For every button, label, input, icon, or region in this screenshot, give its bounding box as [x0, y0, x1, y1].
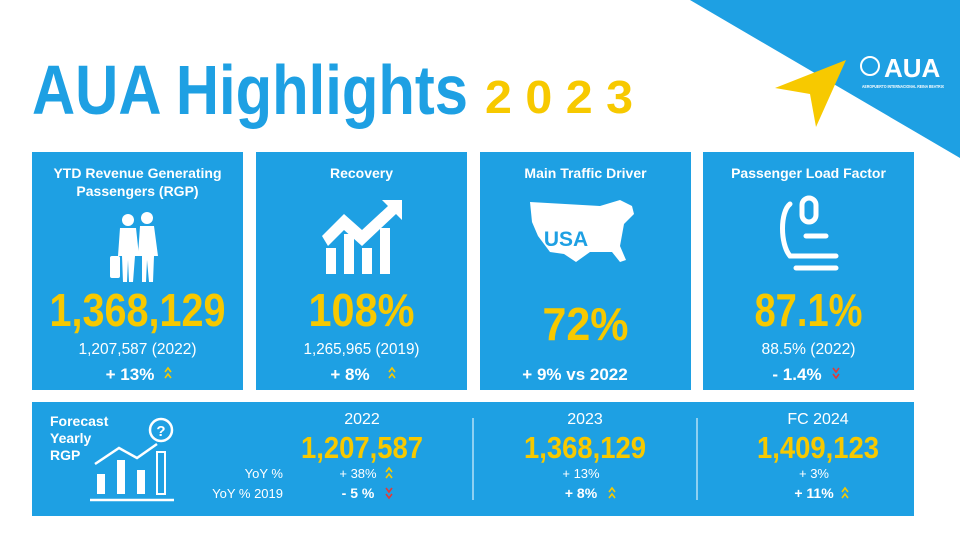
forecast-title: Forecast: [50, 413, 109, 429]
trend-down-icon: [832, 367, 840, 380]
column-value: 1,368,129: [524, 430, 646, 465]
map-label: USA: [544, 228, 588, 251]
card-bg: [32, 152, 243, 390]
couple-icon: [110, 212, 158, 282]
logo-emblem: [860, 56, 880, 76]
trend-up-icon: [164, 366, 172, 379]
card-change: - 1.4%: [772, 365, 821, 384]
card-title: YTD Revenue Generating: [53, 165, 221, 181]
card-change: + 8%: [330, 365, 369, 384]
forecast-title: Yearly: [50, 430, 91, 446]
card-comparison: 1,207,587 (2022): [79, 341, 197, 358]
column-yoy: + 3%: [799, 466, 829, 481]
svg-text:?: ?: [156, 423, 165, 440]
card: YTD Revenue Generating Passengers (RGP) …: [32, 152, 243, 390]
card-bg: [256, 152, 467, 390]
logo: AUA AEROPUERTO INTERNACIONAL REINA BEATR…: [860, 53, 944, 89]
card-change: + 9% vs 2022: [522, 365, 627, 384]
card-bg: [480, 152, 691, 390]
card-value: 1,368,129: [50, 284, 226, 336]
card: Passenger Load Factor 87.1% 88.5% (2022)…: [703, 152, 914, 390]
trend-up-icon: [385, 466, 393, 479]
trend-up-icon: [608, 486, 616, 499]
forecast-icon: ?: [90, 417, 174, 502]
trend-down-icon: [385, 487, 393, 500]
card-title: Main Traffic Driver: [524, 165, 647, 181]
seat-icon: [780, 195, 839, 271]
card-title: Recovery: [330, 165, 393, 181]
row-label: YoY % 2019: [212, 486, 283, 501]
column-year: 2022: [344, 411, 380, 428]
column-yoy-2019: + 11%: [794, 485, 834, 501]
title-year: 2 0 2 3: [485, 71, 633, 123]
usa-map-icon: [530, 200, 634, 262]
column-value: 1,207,587: [301, 430, 423, 465]
card-change: + 13%: [106, 365, 155, 384]
card-value: 87.1%: [755, 284, 863, 336]
column-yoy: + 38%: [339, 466, 377, 481]
forecast-panel: Forecast Yearly RGP ? YoY % YoY % 2019: [32, 402, 914, 516]
row-label: YoY %: [245, 466, 284, 481]
column-yoy-2019: + 8%: [565, 485, 598, 501]
logo-tagline: AEROPUERTO INTERNACIONAL REINA BEATRIX: [862, 84, 944, 89]
growth-icon: [322, 200, 402, 274]
title: AUA Highlights: [32, 51, 468, 129]
card-title: Passengers (RGP): [76, 183, 198, 199]
column-yoy-2019: - 5 %: [342, 485, 375, 501]
card-comparison: 1,265,965 (2019): [304, 341, 420, 358]
forecast-title: RGP: [50, 447, 80, 463]
column-value: 1,409,123: [757, 430, 879, 465]
trend-up-icon: [841, 486, 849, 499]
card-value: 72%: [543, 298, 629, 350]
card: Main Traffic Driver USA 72% + 9% vs 2022: [480, 152, 691, 390]
plane-arrow: [775, 60, 846, 127]
logo-name: AUA: [884, 53, 941, 83]
card: Recovery 108% 1,265,965 (2019) + 8%: [256, 152, 467, 390]
card-title: Passenger Load Factor: [731, 165, 886, 181]
column-year: FC 2024: [787, 411, 848, 428]
card-value: 108%: [309, 284, 415, 336]
card-comparison: 88.5% (2022): [762, 341, 856, 358]
column-yoy: + 13%: [562, 466, 600, 481]
card-bg: [703, 152, 914, 390]
trend-up-icon: [388, 366, 396, 379]
column-year: 2023: [567, 411, 603, 428]
